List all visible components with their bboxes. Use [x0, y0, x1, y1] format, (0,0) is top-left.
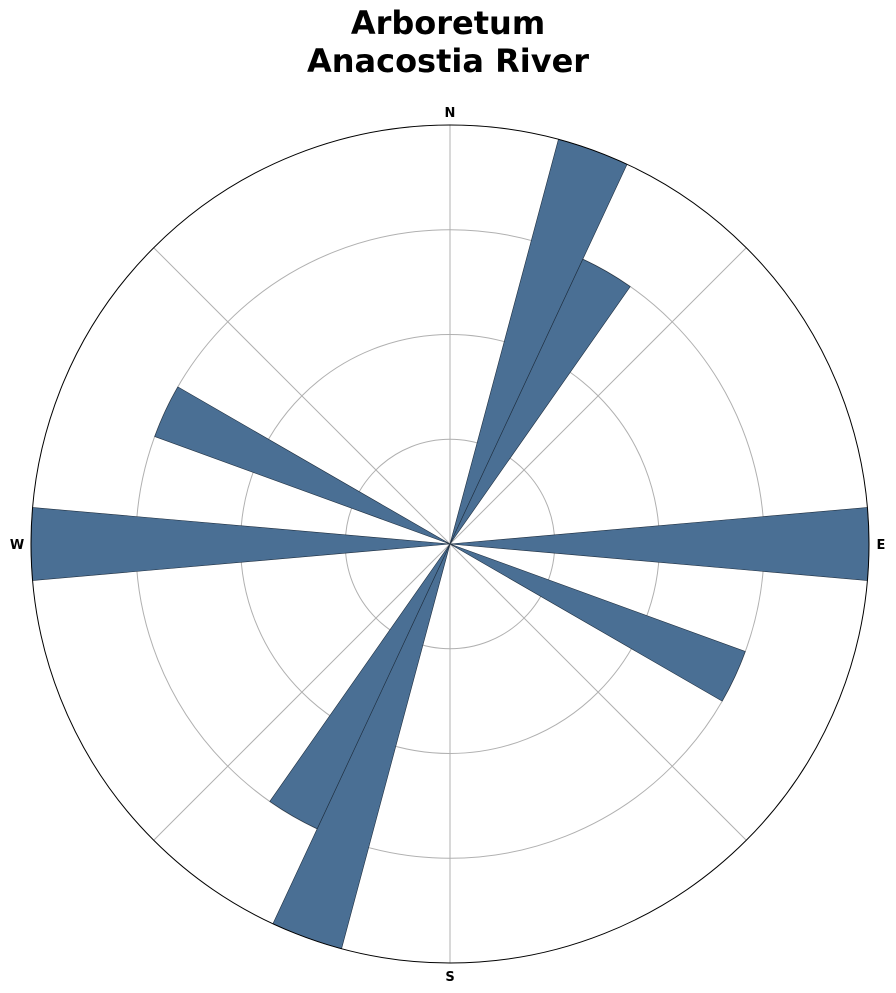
rose-bar-30 — [449, 258, 631, 545]
grid-spoke-315 — [153, 247, 451, 545]
chart-title-line-1: Arboretum — [350, 4, 546, 42]
outer-circle — [30, 124, 870, 964]
rose-bars — [30, 138, 870, 950]
grid-spoke-225 — [153, 543, 451, 841]
rose-bar-210 — [269, 543, 451, 830]
grid-spoke-135 — [449, 543, 747, 841]
rose-bar-20 — [449, 138, 628, 545]
direction-label-n: N — [445, 106, 456, 121]
direction-label-e: E — [877, 538, 886, 553]
direction-label-w: W — [10, 538, 24, 553]
rose-bar-115 — [449, 543, 746, 702]
rose-bar-295 — [154, 386, 451, 545]
rose-bar-200 — [272, 543, 451, 950]
chart-title-line-2: Anacostia River — [306, 42, 590, 80]
direction-label-s: S — [445, 970, 454, 985]
chart-title: Arboretum Anacostia River — [0, 4, 896, 80]
grid-spoke-45 — [449, 247, 747, 545]
